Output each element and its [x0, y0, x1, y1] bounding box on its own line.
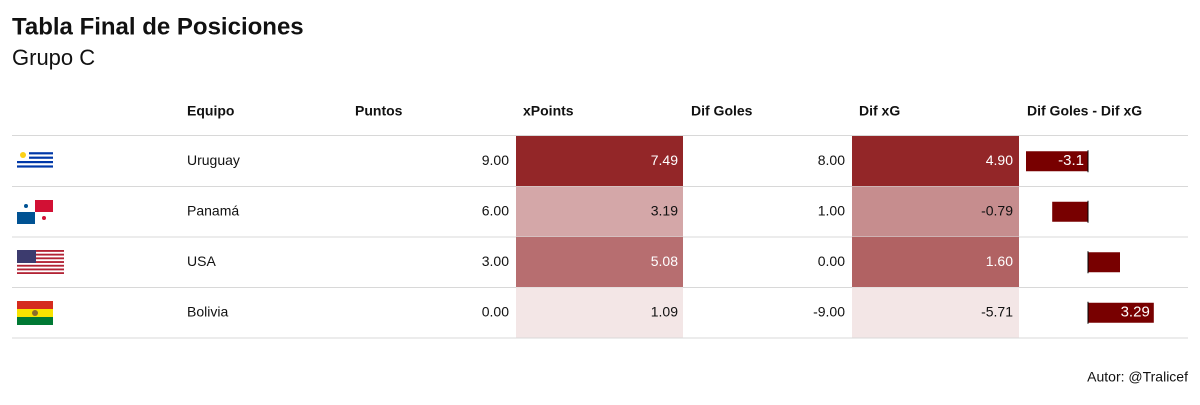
diff-bar: [1026, 151, 1088, 172]
flag-uruguay: [17, 150, 53, 170]
team-name: Bolivia: [187, 303, 228, 319]
xg-diff: -5.71: [981, 303, 1013, 319]
team-name: Uruguay: [187, 152, 240, 168]
column-header: Equipo: [187, 103, 234, 119]
flag-usa: [17, 250, 64, 274]
xpoints: 5.08: [651, 253, 678, 269]
points: 0.00: [482, 303, 509, 319]
team-name: Panamá: [187, 202, 239, 218]
dif-xg-cell: [852, 287, 1019, 338]
bar-label: 3.29: [1121, 304, 1150, 321]
dif-xg-cell: [852, 237, 1019, 288]
team-name: USA: [187, 253, 216, 269]
xg-diff: 1.60: [986, 253, 1013, 269]
xpoints: 7.49: [651, 152, 678, 168]
xg-diff: -0.79: [981, 202, 1013, 218]
diff-bar: [1052, 201, 1088, 222]
xpoints-cell: [516, 237, 683, 288]
goal-diff: 0.00: [818, 253, 845, 269]
goal-diff: -9.00: [813, 303, 845, 319]
column-header: Dif Goles: [691, 103, 753, 119]
xpoints: 3.19: [651, 202, 678, 218]
title: Tabla Final de Posiciones: [12, 13, 304, 40]
goal-diff: 8.00: [818, 152, 845, 168]
goal-diff: 1.00: [818, 202, 845, 218]
dif-xg-cell: [852, 186, 1019, 237]
points: 9.00: [482, 152, 509, 168]
subtitle: Grupo C: [12, 45, 95, 70]
xpoints-cell: [516, 287, 683, 338]
points: 6.00: [482, 202, 509, 218]
diff-bar: [1088, 252, 1120, 273]
xpoints-cell: [516, 136, 683, 187]
column-header: xPoints: [523, 103, 574, 119]
author: Autor: @Tralicef: [1087, 369, 1188, 385]
flag-panama: [17, 200, 53, 224]
column-header: Puntos: [355, 103, 403, 119]
dif-xg-cell: [852, 136, 1019, 187]
xpoints: 1.09: [651, 303, 678, 319]
diff-bar: [1088, 302, 1154, 323]
column-header: Dif Goles - Dif xG: [1027, 103, 1142, 119]
xpoints-cell: [516, 186, 683, 237]
flag-bolivia: [17, 301, 53, 325]
xg-diff: 4.90: [986, 152, 1013, 168]
column-header: Dif xG: [859, 103, 900, 119]
bar-label: -3.1: [1058, 152, 1084, 169]
points: 3.00: [482, 253, 509, 269]
